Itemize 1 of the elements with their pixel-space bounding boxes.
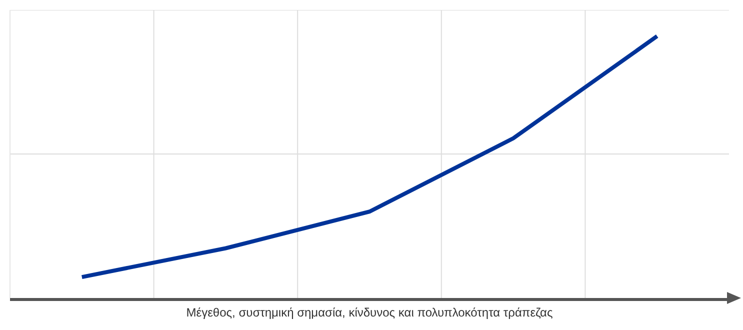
x-axis-title: Μέγεθος, συστημική σημασία, κίνδυνος και πολυπλοκότητα τράπεζας bbox=[186, 305, 553, 320]
